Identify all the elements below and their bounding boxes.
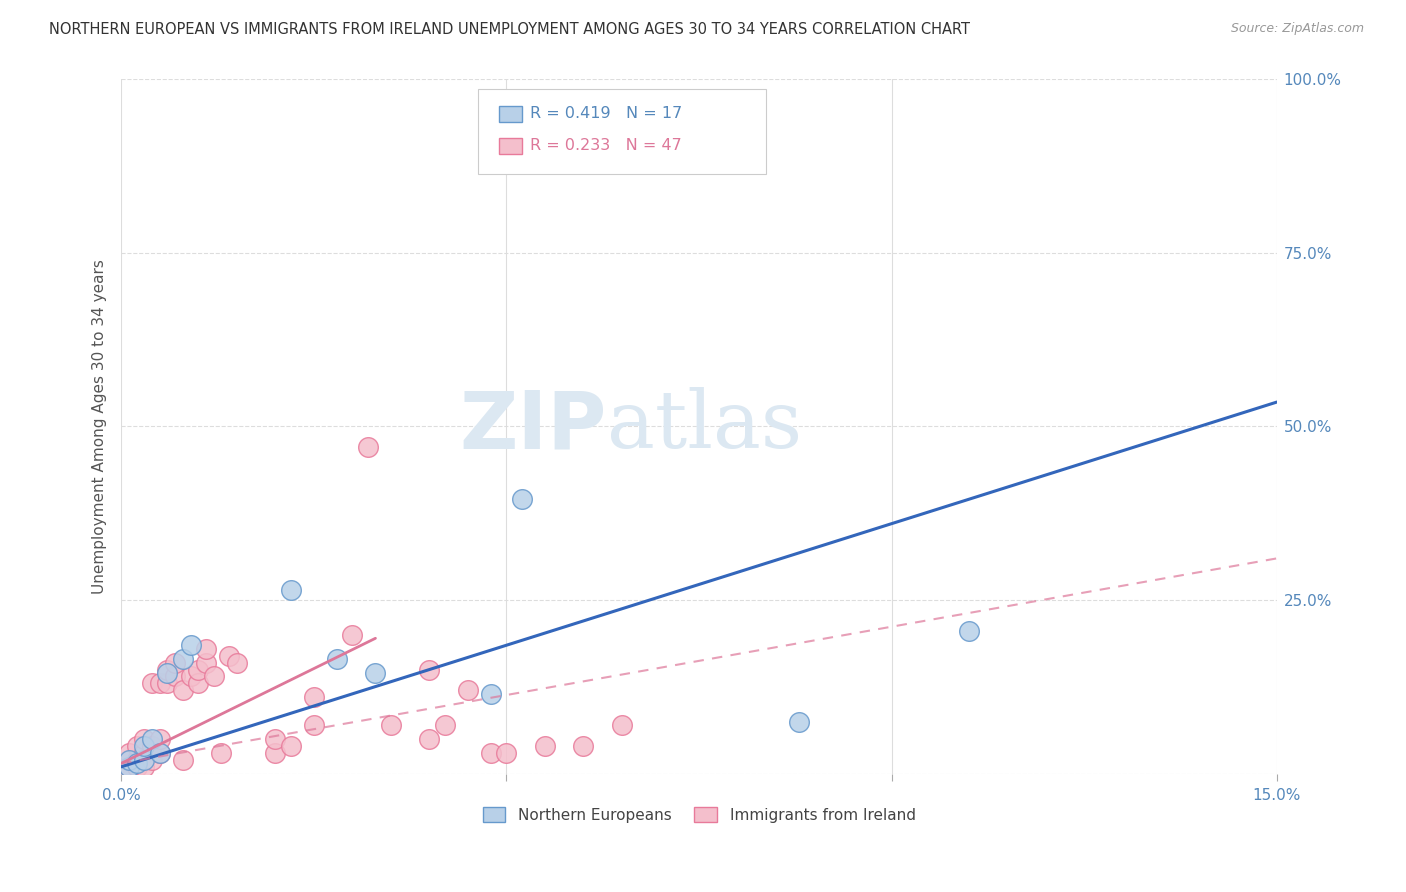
Point: [495, 746, 517, 760]
Point: [218, 648, 240, 663]
Point: [125, 739, 148, 753]
Point: [433, 718, 456, 732]
Point: [134, 746, 156, 760]
Legend: Northern Europeans, Immigrants from Ireland: Northern Europeans, Immigrants from Irel…: [477, 800, 921, 829]
Point: [134, 739, 156, 753]
Point: [534, 739, 557, 753]
Point: [187, 676, 209, 690]
Point: [172, 652, 194, 666]
Point: [364, 666, 387, 681]
Point: [118, 760, 141, 774]
Point: [134, 732, 156, 747]
Point: [209, 746, 232, 760]
Point: [172, 683, 194, 698]
Text: R = 0.419   N = 17: R = 0.419 N = 17: [530, 106, 682, 120]
Text: NORTHERN EUROPEAN VS IMMIGRANTS FROM IRELAND UNEMPLOYMENT AMONG AGES 30 TO 34 YE: NORTHERN EUROPEAN VS IMMIGRANTS FROM IRE…: [49, 22, 970, 37]
Point: [156, 663, 179, 677]
Point: [149, 676, 172, 690]
Point: [572, 739, 595, 753]
Text: atlas: atlas: [606, 387, 801, 466]
Point: [141, 739, 163, 753]
Text: ZIP: ZIP: [460, 387, 606, 466]
Point: [149, 746, 172, 760]
Point: [156, 676, 179, 690]
Point: [380, 718, 402, 732]
Point: [280, 739, 302, 753]
Point: [457, 683, 479, 698]
Point: [149, 732, 172, 747]
Point: [202, 669, 225, 683]
Point: [957, 624, 980, 639]
Y-axis label: Unemployment Among Ages 30 to 34 years: Unemployment Among Ages 30 to 34 years: [93, 259, 107, 594]
Point: [134, 760, 156, 774]
Point: [180, 638, 202, 652]
Point: [118, 746, 141, 760]
Point: [787, 714, 810, 729]
Point: [187, 663, 209, 677]
Point: [118, 753, 141, 767]
Point: [149, 746, 172, 760]
Point: [479, 746, 502, 760]
Point: [141, 753, 163, 767]
Point: [141, 732, 163, 747]
Point: [134, 753, 156, 767]
Point: [264, 746, 287, 760]
Point: [141, 676, 163, 690]
Point: [302, 690, 325, 705]
Point: [510, 492, 533, 507]
Point: [118, 760, 141, 774]
Point: [180, 669, 202, 683]
Point: [302, 718, 325, 732]
Point: [418, 732, 440, 747]
Point: [165, 656, 187, 670]
Point: [194, 656, 217, 670]
Point: [125, 753, 148, 767]
Text: Source: ZipAtlas.com: Source: ZipAtlas.com: [1230, 22, 1364, 36]
Point: [165, 669, 187, 683]
Point: [118, 753, 141, 767]
Point: [225, 656, 247, 670]
Point: [125, 760, 148, 774]
Point: [264, 732, 287, 747]
Text: R = 0.233   N = 47: R = 0.233 N = 47: [530, 138, 682, 153]
Point: [326, 652, 349, 666]
Point: [418, 663, 440, 677]
Point: [479, 687, 502, 701]
Point: [342, 628, 364, 642]
Point: [610, 718, 633, 732]
Point: [125, 756, 148, 771]
Point: [194, 641, 217, 656]
Point: [172, 753, 194, 767]
Point: [156, 666, 179, 681]
Point: [357, 440, 380, 454]
Point: [280, 582, 302, 597]
